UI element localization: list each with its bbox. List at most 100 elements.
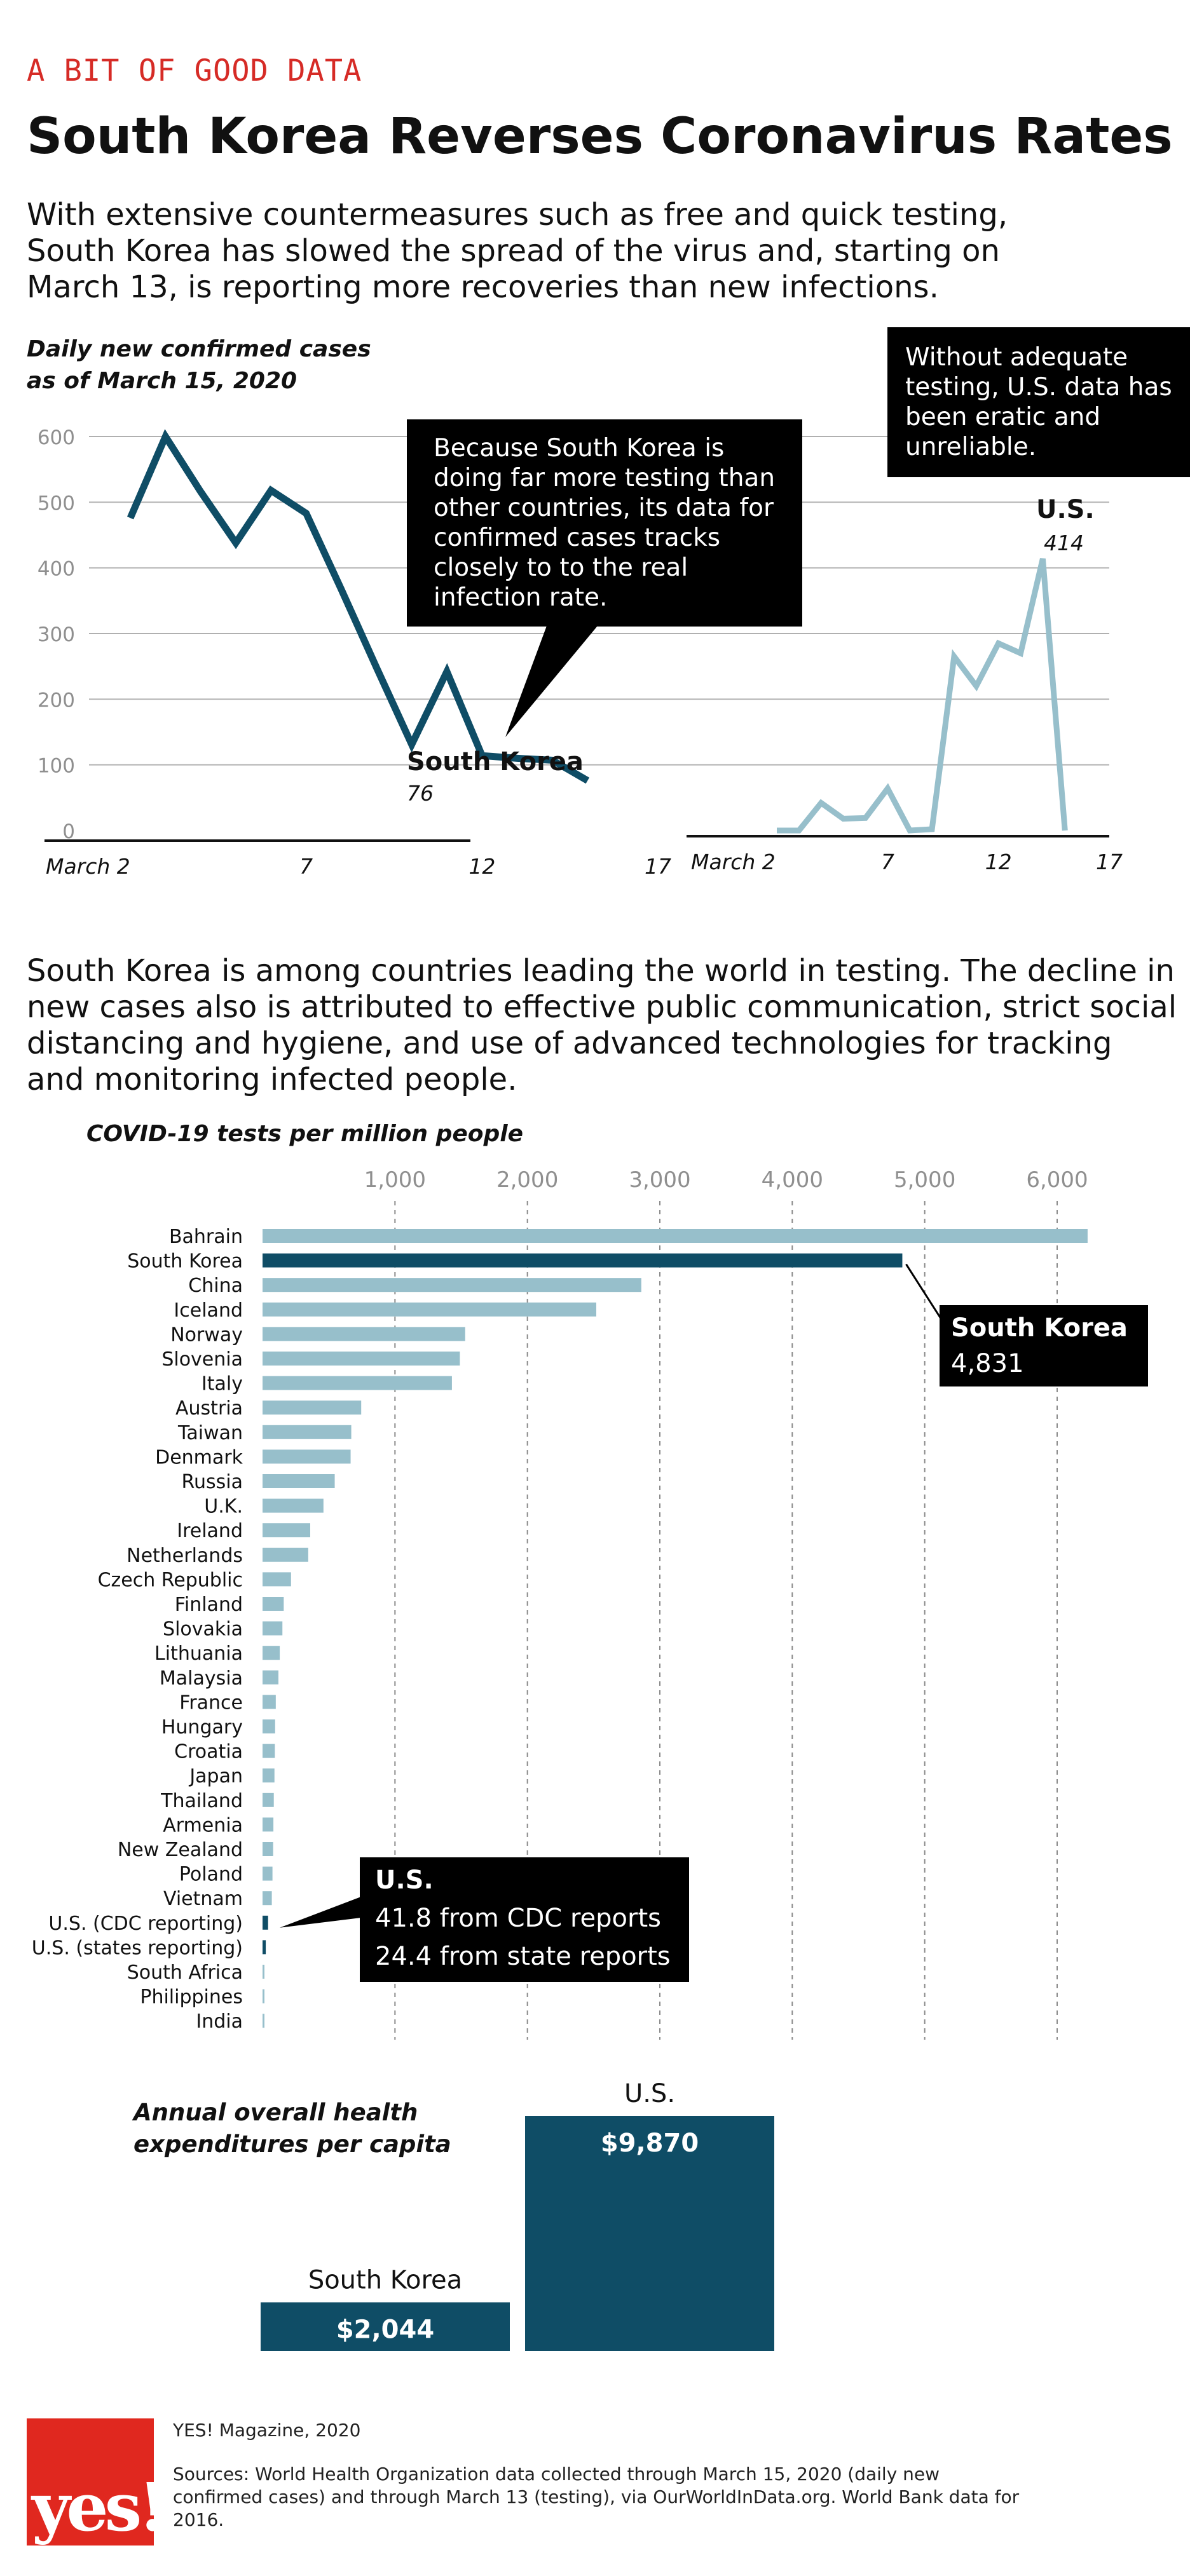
tests-bar (263, 1597, 284, 1611)
daily-ytick-label: 100 (38, 755, 75, 778)
tests-category-label: Taiwan (177, 1422, 243, 1444)
tests-bar (263, 1449, 351, 1464)
tests-category-label: Norway (170, 1324, 243, 1346)
tests-bar (263, 1965, 264, 1979)
health-expenditure-chart: South Korea $2,044 U.S. $9,870 (261, 2079, 774, 2351)
tests-bar (263, 1646, 280, 1660)
tests-bar (263, 2014, 264, 2028)
health-chart-subtitle-line2: expenditures per capita (133, 2131, 451, 2158)
tests-bar (263, 1621, 283, 1636)
daily-xtick-label: March 2 (46, 854, 130, 879)
daily-ytick-label: 200 (38, 689, 75, 712)
callout-us-tests-line2: 24.4 from state reports (375, 1942, 671, 1971)
intro-paragraph: With extensive countermeasures such as f… (27, 197, 1008, 305)
tests-category-label: Malaysia (160, 1667, 243, 1690)
tests-category-label: Bahrain (169, 1226, 243, 1248)
daily-cases-chart: 100 200 300 400 500 600 0 March 2 7 12 17 March 2 7 1… (38, 426, 1123, 879)
tests-category-label: Ireland (177, 1520, 243, 1542)
tests-bar (263, 1866, 273, 1881)
tests-category-label: U.S. (states reporting) (32, 1937, 243, 1959)
tests-category-label: Lithuania (154, 1643, 243, 1665)
callout-pointer-south-korea (505, 626, 598, 737)
tests-category-label: India (196, 2010, 243, 2033)
tests-category-label: Armenia (163, 1814, 243, 1836)
tests-category-label: Austria (175, 1397, 243, 1420)
tests-category-label: France (179, 1691, 243, 1714)
daily-xtick-label: 7 (881, 850, 894, 874)
tests-category-label: Finland (175, 1594, 243, 1616)
tests-category-label: Thailand (160, 1790, 243, 1812)
daily-xtick-label: 17 (645, 854, 671, 879)
tests-bar (263, 1793, 274, 1807)
tests-category-label: New Zealand (118, 1839, 243, 1861)
page-title: South Korea Reverses Coronavirus Rates (27, 108, 1173, 165)
tests-category-label: Slovakia (163, 1618, 243, 1641)
tests-category-label: Italy (202, 1373, 243, 1395)
tests-bar (263, 1474, 335, 1488)
tests-xtick-label: 3,000 (629, 1167, 690, 1193)
tests-bar (263, 1327, 465, 1341)
testing-paragraph: South Korea is among countries leading t… (27, 953, 1177, 1097)
callout-us-tests-line1: 41.8 from CDC reports (375, 1904, 661, 1933)
callout-sk-tests-title: South Korea (951, 1313, 1128, 1343)
tests-category-label: U.S. (CDC reporting) (48, 1913, 243, 1935)
tests-bar (263, 1523, 310, 1538)
tests-bar (263, 1229, 1088, 1243)
callout-us-unreliable: Without adequate testing, U.S. data has … (887, 327, 1190, 477)
tests-category-label: Philippines (140, 1986, 243, 2009)
tests-bar (263, 1572, 291, 1587)
daily-ytick-label: 500 (38, 492, 75, 515)
daily-chart-subtitle: Daily new confirmed cases as of March 15… (27, 334, 371, 397)
daily-ytick-label: 0 (62, 820, 75, 843)
tests-xtick-label: 4,000 (762, 1167, 823, 1193)
daily-xtick-label: March 2 (691, 850, 776, 874)
tests-xtick-label: 6,000 (1026, 1167, 1088, 1193)
daily-xtick-label: 12 (468, 854, 495, 879)
yes-magazine-logo: yes! (27, 2418, 167, 2545)
tests-bar (263, 1744, 275, 1758)
tests-bar (263, 1253, 903, 1268)
health-category-label: South Korea (308, 2265, 462, 2295)
tests-bar (263, 1278, 641, 1292)
series-value-south-korea: 76 (407, 781, 434, 806)
health-value-label: $2,044 (336, 2315, 434, 2344)
logo-text: yes! (32, 2468, 167, 2546)
tests-category-label: Poland (179, 1864, 243, 1886)
series-line-south-korea (127, 429, 590, 784)
tests-category-label: Croatia (174, 1741, 243, 1763)
callout-pointer-us-tests (280, 1897, 361, 1928)
tests-bar (263, 1400, 362, 1415)
tests-bar (263, 1302, 596, 1317)
tests-category-label: U.K. (204, 1496, 243, 1518)
tests-bar (263, 1891, 272, 1906)
tests-bar (263, 1498, 324, 1513)
tests-bar (263, 1768, 275, 1783)
daily-chart-subtitle-line2: as of March 15, 2020 (27, 368, 298, 394)
tests-category-label: Iceland (174, 1299, 243, 1322)
tests-category-label: Denmark (155, 1446, 243, 1468)
tests-bar (263, 1670, 278, 1685)
tests-category-label: China (188, 1275, 243, 1297)
tests-bar (263, 1547, 308, 1562)
tests-category-label: Vietnam (163, 1888, 243, 1910)
tests-category-label: Slovenia (161, 1348, 243, 1371)
callout-sk-tests-value: 4,831 (951, 1349, 1024, 1378)
series-value-us: 414 (1044, 531, 1084, 555)
tests-bar (263, 1817, 274, 1832)
health-chart-subtitle: Annual overall health expenditures per c… (133, 2097, 451, 2160)
daily-xtick-label: 17 (1096, 850, 1123, 874)
footer-sources: Sources: World Health Organization data … (173, 2464, 1020, 2530)
kicker: A BIT OF GOOD DATA (27, 53, 362, 88)
tests-category-label: Japan (188, 1765, 243, 1787)
tests-bar (263, 1352, 460, 1366)
callout-south-korea-testing: Because South Korea is doing far more te… (407, 419, 802, 627)
tests-bar (263, 1719, 275, 1733)
tests-bar (263, 1915, 268, 1930)
tests-bar (263, 1842, 273, 1856)
health-value-label: $9,870 (601, 2129, 699, 2158)
health-chart-subtitle-line1: Annual overall health (133, 2099, 418, 2126)
series-label-us: U.S. (1036, 495, 1095, 524)
tests-xtick-label: 1,000 (364, 1167, 426, 1193)
series-line-us (777, 558, 1068, 834)
series-label-south-korea: South Korea (407, 747, 584, 776)
